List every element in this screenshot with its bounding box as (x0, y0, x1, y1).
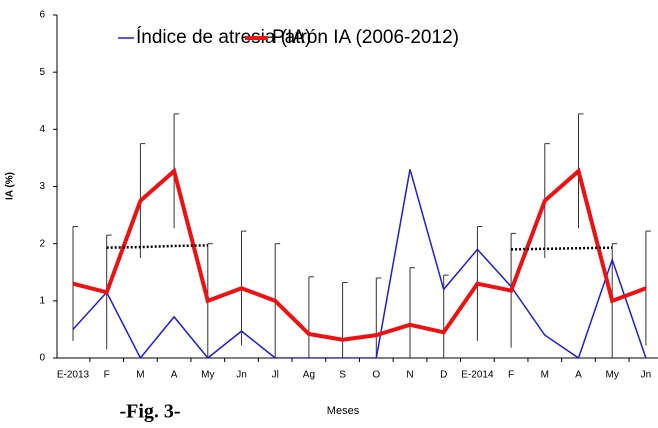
y-tick-label: 5 (39, 67, 45, 78)
y-tick-label: 3 (39, 181, 45, 192)
x-tick-label: M (136, 370, 144, 381)
x-tick-label: A (171, 370, 178, 381)
trend-line (511, 246, 613, 251)
x-tick-label: Ag (303, 370, 315, 381)
x-tick-label: E-2014 (461, 370, 494, 381)
x-tick-label: My (201, 370, 214, 381)
data-line (72, 169, 647, 358)
x-tick-label: O (372, 370, 380, 381)
y-tick-label: 1 (39, 295, 45, 306)
x-tick-label: Jn (236, 370, 247, 381)
x-axis-label: Meses (327, 405, 360, 417)
x-tick-label: M (541, 370, 549, 381)
y-tick-label: 2 (39, 238, 45, 249)
trend-line (106, 244, 208, 249)
y-tick-label: 6 (39, 10, 45, 21)
legend-label: Patrón IA (2006-2012) (272, 27, 459, 48)
x-tick-label: A (575, 370, 582, 381)
x-tick-label: D (440, 370, 447, 381)
legend-label: Índice de atresia (IA) (136, 27, 311, 48)
plot-area (72, 113, 651, 358)
x-tick-label: S (339, 370, 346, 381)
x-tick-label: E-2013 (57, 370, 90, 381)
x-tick-label: N (406, 370, 413, 381)
y-tick-label: 0 (39, 353, 45, 364)
data-line (72, 167, 647, 342)
figure-label: -Fig. 3- (119, 401, 180, 423)
y-tick-label: 4 (39, 124, 45, 135)
x-tick-label: F (104, 370, 110, 381)
x-tick-label: My (606, 370, 619, 381)
x-tick-label: Jl (272, 370, 279, 381)
y-axis-label: IA (%) (5, 172, 16, 200)
x-tick-label: Jn (641, 370, 652, 381)
x-tick-label: F (508, 370, 514, 381)
